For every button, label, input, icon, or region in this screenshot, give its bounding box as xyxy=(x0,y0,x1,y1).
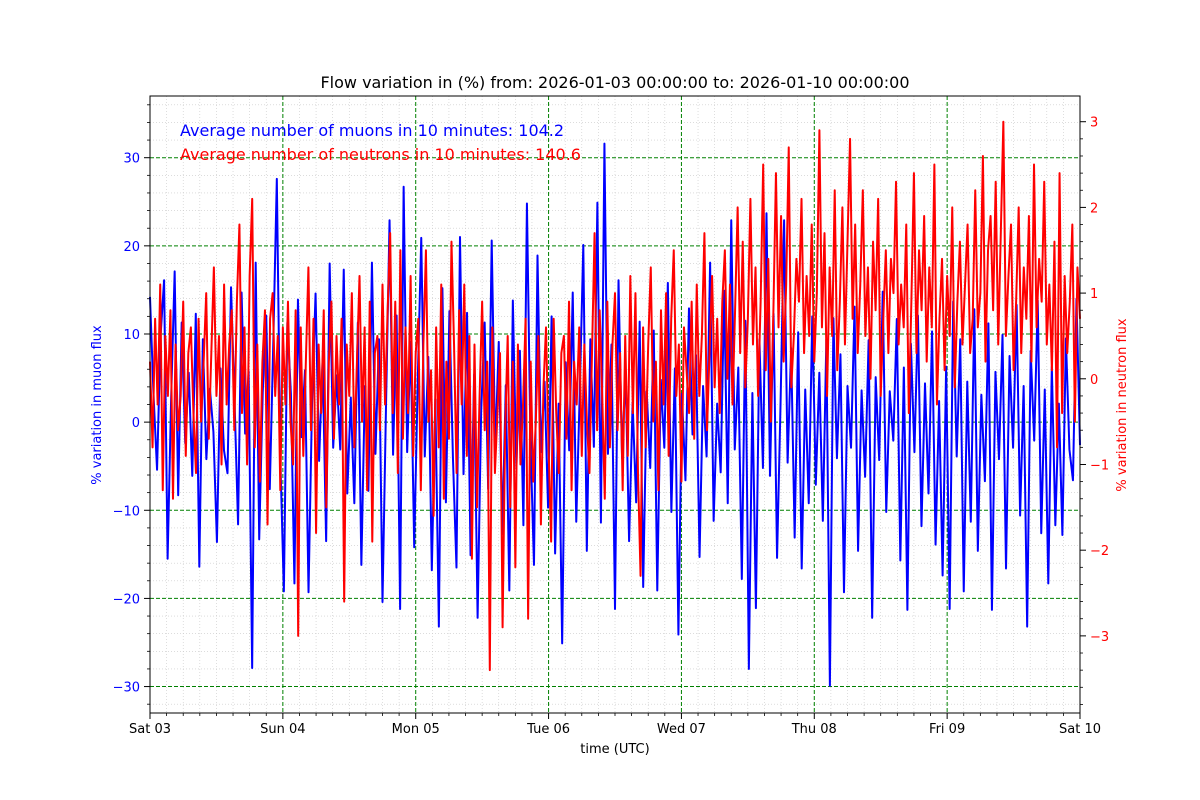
x-tick-label: Thu 08 xyxy=(791,722,837,737)
x-tick-label: Sat 03 xyxy=(129,722,171,737)
y-right-tick-label: −2 xyxy=(1090,544,1109,559)
neutron-series-group xyxy=(149,120,1081,672)
chart-title: Flow variation in (%) from: 2026-01-03 0… xyxy=(320,73,909,92)
y-right-tick-label: 2 xyxy=(1090,201,1098,216)
y-left-tick-label: −20 xyxy=(113,592,140,607)
x-tick-label: Sun 04 xyxy=(260,722,305,737)
x-axis-ticks: Sat 03 Sun 04 Mon 05 Tue 06 Wed 07 Thu 08 Fri … xyxy=(129,713,1101,737)
y-left-tick-label: 30 xyxy=(123,152,140,167)
y-right-tick-label: 0 xyxy=(1090,373,1098,388)
neutron-flux-line xyxy=(149,120,1081,672)
y-left-tick-label: −30 xyxy=(113,681,140,696)
right-axis-label: % variation in neutron flux xyxy=(1115,318,1130,491)
y-right-tick-label: 3 xyxy=(1090,116,1098,131)
y-left-tick-label: 0 xyxy=(132,416,140,431)
x-tick-label: Fri 09 xyxy=(929,722,965,737)
y-left-tick-label: 20 xyxy=(123,240,140,255)
x-tick-label: Sat 10 xyxy=(1059,722,1101,737)
muon-average-annotation: Average number of muons in 10 minutes: 1… xyxy=(180,121,564,140)
x-axis-label: time (UTC) xyxy=(580,742,649,757)
left-axis-label: % variation in muon flux xyxy=(90,325,105,485)
left-axis-ticks: −30 −20 −10 0 10 20 30 xyxy=(113,104,150,705)
neutron-average-annotation: Average number of neutrons in 10 minutes… xyxy=(180,145,581,164)
y-left-tick-label: 10 xyxy=(123,328,140,343)
right-axis-ticks: −3 −2 −1 0 1 2 3 xyxy=(1080,116,1109,705)
y-right-tick-label: −1 xyxy=(1090,458,1109,473)
y-right-tick-label: 1 xyxy=(1090,287,1098,302)
x-tick-label: Wed 07 xyxy=(657,722,706,737)
x-tick-label: Mon 05 xyxy=(392,722,440,737)
y-right-tick-label: −3 xyxy=(1090,630,1109,645)
x-tick-label: Tue 06 xyxy=(526,722,570,737)
y-left-tick-label: −10 xyxy=(113,504,140,519)
